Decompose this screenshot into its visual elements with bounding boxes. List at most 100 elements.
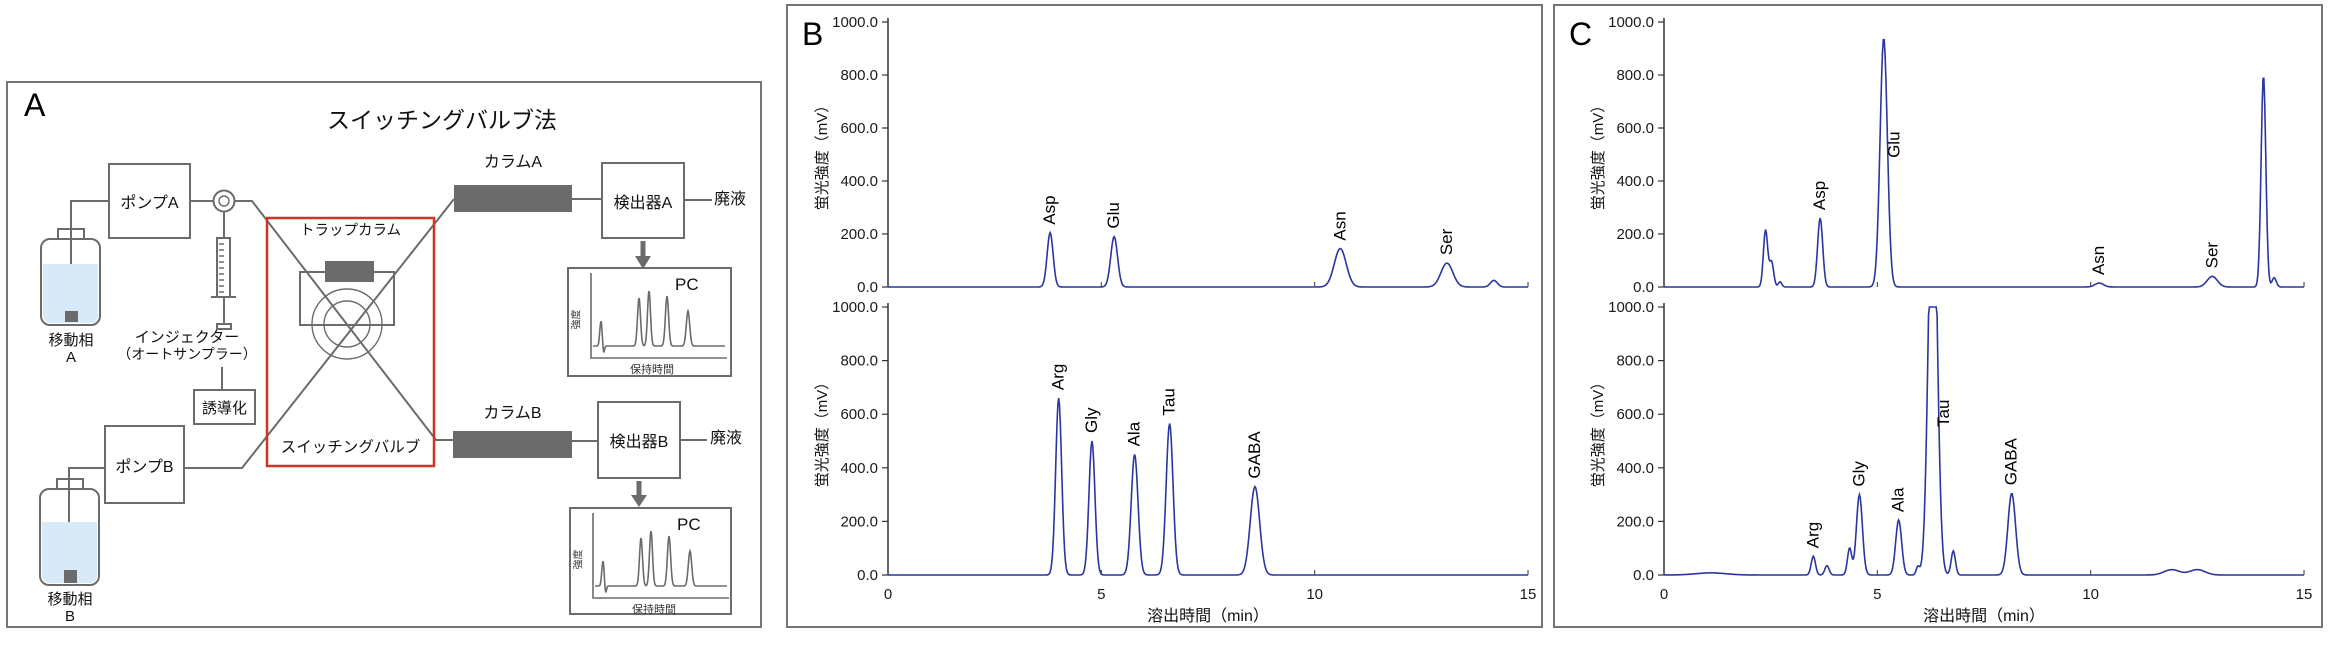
pc-box-b: PC 強度 保持時間 xyxy=(569,507,732,616)
svg-text:Asn: Asn xyxy=(2089,246,2108,275)
svg-text:1000.0: 1000.0 xyxy=(1608,299,1654,316)
syringe-graduations xyxy=(219,243,224,293)
svg-text:10: 10 xyxy=(2082,586,2099,603)
svg-text:400.0: 400.0 xyxy=(1616,460,1654,477)
mobile-phase-b-line2: B xyxy=(64,608,75,626)
chart-b-xlabel: 溶出時間（min） xyxy=(1147,608,1269,625)
pump-a-box: ポンプA xyxy=(108,163,191,239)
svg-text:600.0: 600.0 xyxy=(1616,406,1654,423)
svg-text:400.0: 400.0 xyxy=(1616,173,1654,190)
svg-text:Ala: Ala xyxy=(1125,421,1144,446)
svg-text:Glu: Glu xyxy=(1885,131,1904,157)
column-a-label: カラムA xyxy=(483,154,543,171)
mini-chromatogram-a xyxy=(590,273,727,359)
panel-a-schematic: A スイッチングバルブ法 ポンプA ポンプB 誘導化 検出器A 検出器B 移動相… xyxy=(6,81,762,628)
svg-text:5: 5 xyxy=(1873,586,1881,603)
svg-text:Asn: Asn xyxy=(1330,211,1349,240)
svg-text:Ser: Ser xyxy=(1437,228,1456,255)
detector-b-box: 検出器B xyxy=(597,401,681,479)
mobile-phase-a-label: 移動相 A xyxy=(41,332,101,367)
svg-text:Asp: Asp xyxy=(1810,181,1829,210)
svg-text:15: 15 xyxy=(2296,586,2313,603)
detector-a-box: 検出器A xyxy=(601,162,685,239)
waste-b-label: 廃液 xyxy=(709,430,742,447)
mobile-phase-b-line1: 移動相 xyxy=(47,591,93,608)
svg-text:1000.0: 1000.0 xyxy=(1608,14,1654,31)
flow-line-pumpB-columnA xyxy=(185,198,455,469)
svg-text:200.0: 200.0 xyxy=(1616,513,1654,530)
bottle-b-sinker xyxy=(64,570,77,583)
svg-text:600.0: 600.0 xyxy=(840,120,878,137)
column-b-bar xyxy=(453,431,572,458)
panel-b-letter: B xyxy=(802,16,824,52)
svg-text:200.0: 200.0 xyxy=(1616,226,1654,243)
svg-text:15: 15 xyxy=(1520,586,1537,603)
schematic-drawing xyxy=(39,185,712,586)
svg-text:Tau: Tau xyxy=(1934,400,1953,427)
mini-chromatogram-b xyxy=(592,513,729,599)
panel-c-chromatograms: C 0.0 200.0 400.0 600.0 800.0 1000.0 Asp Glu Asn… xyxy=(1553,4,2323,628)
svg-text:200.0: 200.0 xyxy=(840,513,878,530)
svg-text:Glu: Glu xyxy=(1104,202,1123,228)
switching-valve-frame xyxy=(265,216,436,468)
derivatization-box: 誘導化 xyxy=(193,389,256,425)
injector-line1: インジェクター xyxy=(134,329,240,346)
svg-text:0.0: 0.0 xyxy=(1633,567,1654,584)
bottle-b-neck xyxy=(56,478,84,490)
injector-label: インジェクター （オートサンプラー） xyxy=(94,329,280,362)
detector-a-label: 検出器A xyxy=(613,194,673,212)
svg-text:200.0: 200.0 xyxy=(840,226,878,243)
svg-text:0: 0 xyxy=(884,586,892,603)
column-b-label: カラムB xyxy=(483,405,542,422)
syringe-plunger-foot xyxy=(216,323,232,330)
chart-c-lower-ylabel: 蛍光強度（mV） xyxy=(1590,374,1607,488)
pump-a-label: ポンプA xyxy=(120,195,179,212)
pc-a-label: PC xyxy=(675,275,699,294)
mini-b-xlabel: 保持時間 xyxy=(632,604,676,616)
arrow-detectorB-pc xyxy=(631,481,647,507)
panel-a-letter: A xyxy=(24,87,46,123)
svg-text:600.0: 600.0 xyxy=(840,406,878,423)
column-a-bar xyxy=(454,185,572,212)
mini-a-ylabel: 強度 xyxy=(571,309,583,330)
chart-c-xlabel: 溶出時間（min） xyxy=(1923,608,2045,625)
svg-text:400.0: 400.0 xyxy=(840,460,878,477)
svg-text:0.0: 0.0 xyxy=(1633,279,1654,296)
pump-b-box: ポンプB xyxy=(104,425,185,504)
detector-b-label: 検出器B xyxy=(609,434,669,451)
valve-rotor-inner xyxy=(323,300,371,348)
svg-text:0: 0 xyxy=(1660,586,1668,603)
junction-port-inner xyxy=(218,195,230,207)
svg-text:Arg: Arg xyxy=(1803,522,1822,548)
pc-b-label: PC xyxy=(677,515,701,534)
mobile-phase-a-line1: 移動相 xyxy=(48,332,94,349)
trap-column-label: トラップカラム xyxy=(299,223,402,239)
chart-b-lower-ylabel: 蛍光強度（mV） xyxy=(814,374,831,488)
svg-text:800.0: 800.0 xyxy=(840,353,878,370)
bottle-a-liquid xyxy=(43,264,98,323)
svg-text:GABA: GABA xyxy=(1245,431,1264,479)
chart-b-upper: 0.0 200.0 400.0 600.0 800.0 1000.0 Asp Glu Asn Se… xyxy=(832,14,1529,296)
mini-a-xlabel: 保持時間 xyxy=(630,364,674,376)
svg-text:0.0: 0.0 xyxy=(857,567,878,584)
svg-text:Tau: Tau xyxy=(1160,388,1179,415)
svg-text:600.0: 600.0 xyxy=(1616,120,1654,137)
waste-a-label: 廃液 xyxy=(713,191,746,208)
mobile-phase-b-label: 移動相 B xyxy=(40,591,100,626)
bottle-b-body xyxy=(39,488,100,586)
bottle-a-body xyxy=(40,238,101,326)
injector-line2: （オートサンプラー） xyxy=(117,346,257,363)
bottle-a-neck xyxy=(57,228,85,240)
svg-text:10: 10 xyxy=(1306,586,1323,603)
svg-text:Ser: Ser xyxy=(2202,242,2221,269)
flow-line-pumpA-columnB xyxy=(235,200,453,441)
arrow-detectorA-pc xyxy=(635,241,651,269)
svg-text:Asp: Asp xyxy=(1040,195,1059,224)
svg-text:Gly: Gly xyxy=(1849,461,1868,487)
chart-c-lower: 0.0 200.0 400.0 600.0 800.0 1000.0 0 5 10 15 Arg Gl… xyxy=(1608,299,2313,603)
junction-port-outer xyxy=(212,189,236,213)
chart-b-lower: 0.0 200.0 400.0 600.0 800.0 1000.0 0 5 10 15 Arg Gl… xyxy=(832,299,1537,603)
switching-valve-label: スイッチングバルブ xyxy=(280,439,421,456)
panel-b-chromatograms: B 0.0 200.0 400.0 600.0 800.0 1000.0 Asp Glu Asn… xyxy=(786,4,1543,628)
